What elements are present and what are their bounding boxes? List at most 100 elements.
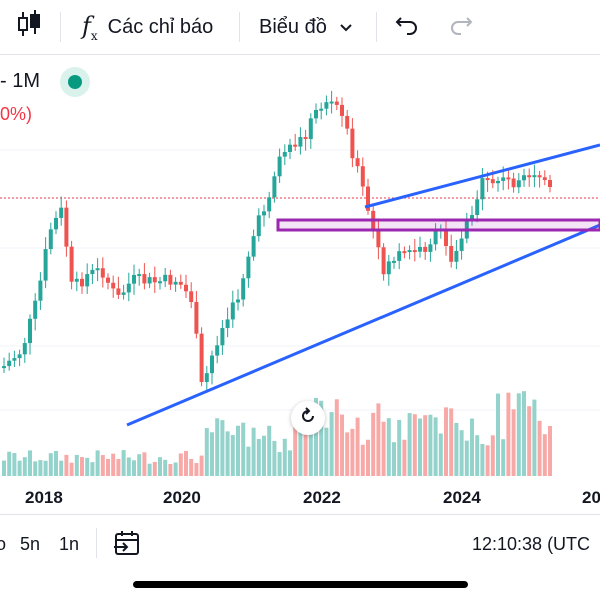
volume-bar [511,409,516,476]
upper-trendline[interactable] [364,143,600,209]
volume-bar [282,438,287,476]
candlestick-type-button[interactable] [16,0,42,54]
chart-type-dropdown[interactable]: Biểu đồ [259,0,353,54]
toolbar-divider [96,528,97,558]
candle-body [485,178,490,181]
volume-bar [340,414,344,476]
candle-body [74,278,79,282]
volume-bar [485,445,490,476]
redo-button[interactable] [449,0,473,54]
volume-bar [184,450,188,476]
x-axis-label: 2024 [443,488,481,507]
indicators-label: Các chỉ báo [107,15,214,38]
candle-body [428,244,433,252]
support-zone-rectangle[interactable] [276,218,600,232]
x-axis-label: 20 [582,488,600,507]
candle-body [17,354,22,359]
reset-chart-button[interactable] [291,401,325,435]
candle-body [225,319,230,329]
volume-bar [158,457,162,476]
candle-body [95,268,100,271]
volume-bar [17,460,22,476]
volume-bar [137,454,142,476]
volume-bar [288,450,292,476]
candle-body [345,115,350,129]
undo-icon [395,13,419,41]
candle-body [319,108,324,111]
lower-trendline[interactable] [126,223,600,427]
candle-body [2,366,6,369]
volume-bar [64,454,69,476]
volume-bar [506,392,511,476]
volume-bar [527,406,532,476]
candle-body [475,199,480,216]
go-to-date-button[interactable] [113,529,141,562]
candle-body [121,292,126,295]
function-fx-icon: fx [82,11,98,43]
candle-body [241,278,246,300]
candle-body [516,180,521,188]
candle-body [137,274,142,277]
candle-body [7,360,12,367]
price-chart[interactable] [0,55,600,485]
volume-bars [2,391,552,476]
market-status-indicator[interactable] [60,67,90,97]
candle-body [54,217,58,230]
candle-body [397,251,402,261]
candle-body [329,101,334,104]
volume-bar [433,417,438,476]
volume-bar [28,450,32,476]
volume-bar [298,404,303,476]
candle-body [116,288,121,295]
toolbar-divider [376,12,377,42]
range-button[interactable]: o [0,534,7,554]
x-axis-label: 2018 [25,488,63,507]
volume-bar [220,420,225,476]
volume-bar [246,446,251,476]
range-button-1y[interactable]: 1n [59,534,80,554]
volume-bar [199,455,204,476]
candle-body [267,197,272,212]
toolbar-divider [239,12,240,42]
candlestick-icon [16,9,42,45]
volume-bar [85,457,90,476]
undo-button[interactable] [395,0,419,54]
chart-toolbar: fx Các chỉ báo Biểu đồ [0,0,600,55]
candle-body [111,282,116,289]
candle-body [147,277,152,284]
candle-body [303,137,308,140]
candle-body [490,179,495,184]
volume-bar [423,415,428,476]
candle-body [230,302,235,320]
candle-body [64,207,69,247]
candle-body [392,260,396,263]
volume-bar [319,400,324,476]
indicators-button[interactable]: fx Các chỉ báo [82,0,213,54]
volume-bar [501,439,506,476]
volume-bar [392,442,396,476]
candle-body [43,249,48,281]
candle-body [449,246,454,262]
volume-bar [204,428,209,476]
volume-bar [475,435,480,476]
toolbar-divider [60,12,61,42]
volume-bar [7,451,12,476]
candle-body [366,186,370,211]
volume-bar [397,419,402,476]
volume-bar [371,412,376,476]
candle-body [340,104,344,116]
volume-bar [376,403,381,476]
range-button-5y[interactable]: 5n [20,534,41,554]
volume-bar [360,444,365,476]
candle-body [360,166,365,187]
candle-body [126,283,131,293]
chart-type-label: Biểu đồ [259,15,327,38]
volume-bar [329,412,334,476]
volume-bar [43,460,48,476]
volume-bar [386,418,391,476]
clock-timezone[interactable]: 12:10:38 (UTC [472,534,591,554]
candle-body [496,180,500,184]
candle-body [542,177,547,181]
chevron-down-icon [339,16,353,39]
volume-bar [355,417,360,476]
